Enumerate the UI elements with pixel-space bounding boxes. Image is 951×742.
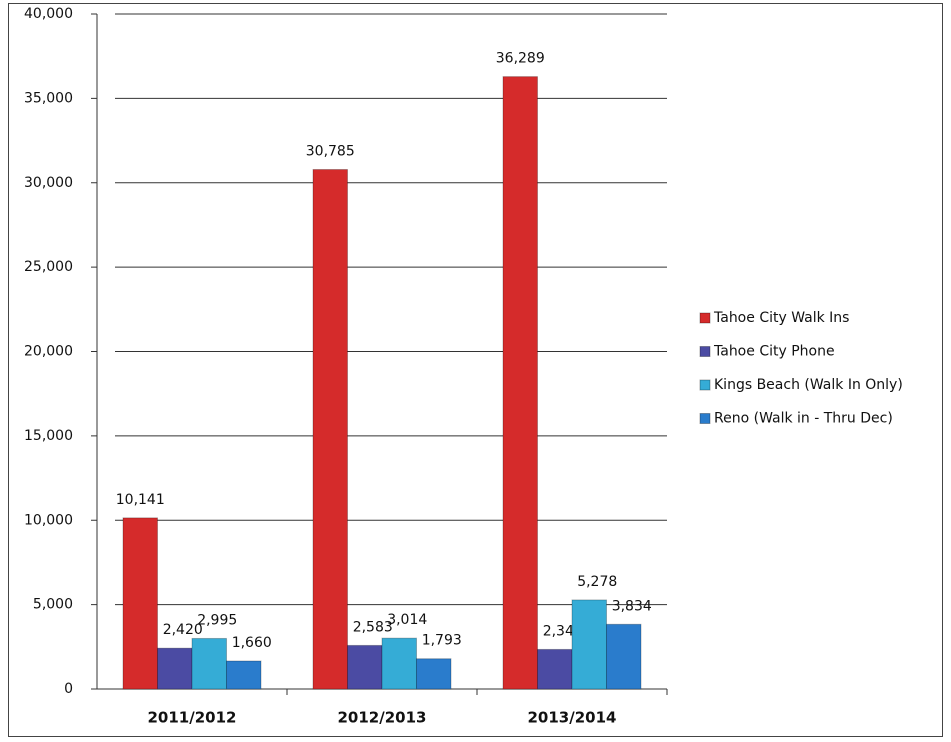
data-label: 30,785 [306, 144, 355, 160]
data-label: 2,995 [197, 612, 237, 628]
legend-swatch [699, 413, 711, 424]
y-tick-label: 30,000 [24, 175, 73, 191]
y-tick-label: 10,000 [24, 512, 73, 528]
y-tick-label: 5,000 [33, 597, 73, 613]
bar [416, 658, 452, 690]
x-tick-label: 2011/2012 [148, 709, 237, 727]
bar [606, 623, 642, 690]
bar [191, 637, 227, 690]
bar [537, 648, 573, 690]
data-label: 36,289 [496, 51, 545, 67]
legend-label: Tahoe City Walk Ins [713, 310, 849, 326]
legend-swatch [699, 379, 711, 391]
y-tick-label: 15,000 [24, 428, 73, 444]
legend-swatch [699, 346, 711, 357]
y-tick-label: 25,000 [24, 259, 73, 275]
bar [312, 169, 348, 690]
data-label: 5,278 [577, 574, 617, 590]
y-tick-label: 35,000 [24, 90, 73, 106]
bar [381, 637, 417, 690]
data-label: 1,660 [232, 635, 272, 651]
legend-label: Tahoe City Phone [713, 344, 835, 360]
bar [571, 599, 607, 690]
bar [157, 647, 193, 690]
y-tick-label: 0 [64, 681, 73, 697]
data-label: 10,141 [116, 492, 165, 508]
bar [347, 644, 383, 690]
data-label: 2,420 [163, 622, 203, 638]
y-tick-label: 40,000 [24, 6, 73, 22]
chart-frame [8, 3, 943, 737]
bar [502, 76, 538, 690]
data-label: 2,583 [353, 619, 393, 635]
legend-label: Reno (Walk in - Thru Dec) [714, 411, 893, 427]
data-label: 1,793 [422, 633, 462, 649]
y-tick-label: 20,000 [24, 344, 73, 360]
x-tick-label: 2013/2014 [528, 709, 617, 727]
bar [122, 517, 158, 690]
x-tick-label: 2012/2013 [338, 709, 427, 727]
data-label: 3,834 [612, 598, 652, 614]
legend-swatch [699, 312, 711, 324]
data-label: 3,014 [387, 612, 427, 628]
bar [226, 660, 262, 690]
legend-label: Kings Beach (Walk In Only) [714, 377, 903, 393]
